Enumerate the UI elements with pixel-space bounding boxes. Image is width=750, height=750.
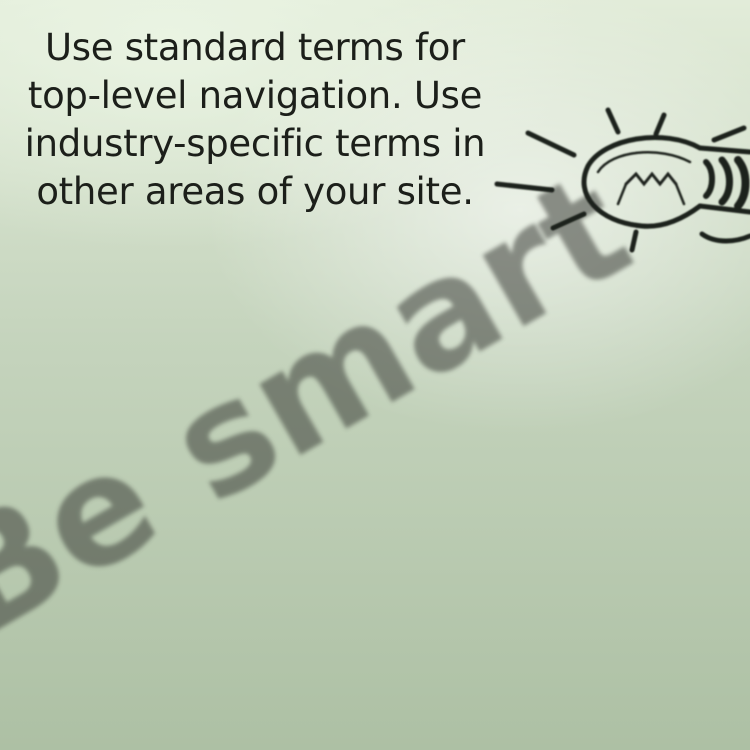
caption-text: Use standard terms for top-level navigat…	[24, 26, 486, 213]
handwritten-be-smart: Be smart	[0, 140, 657, 671]
lightbulb-icon	[494, 107, 750, 253]
